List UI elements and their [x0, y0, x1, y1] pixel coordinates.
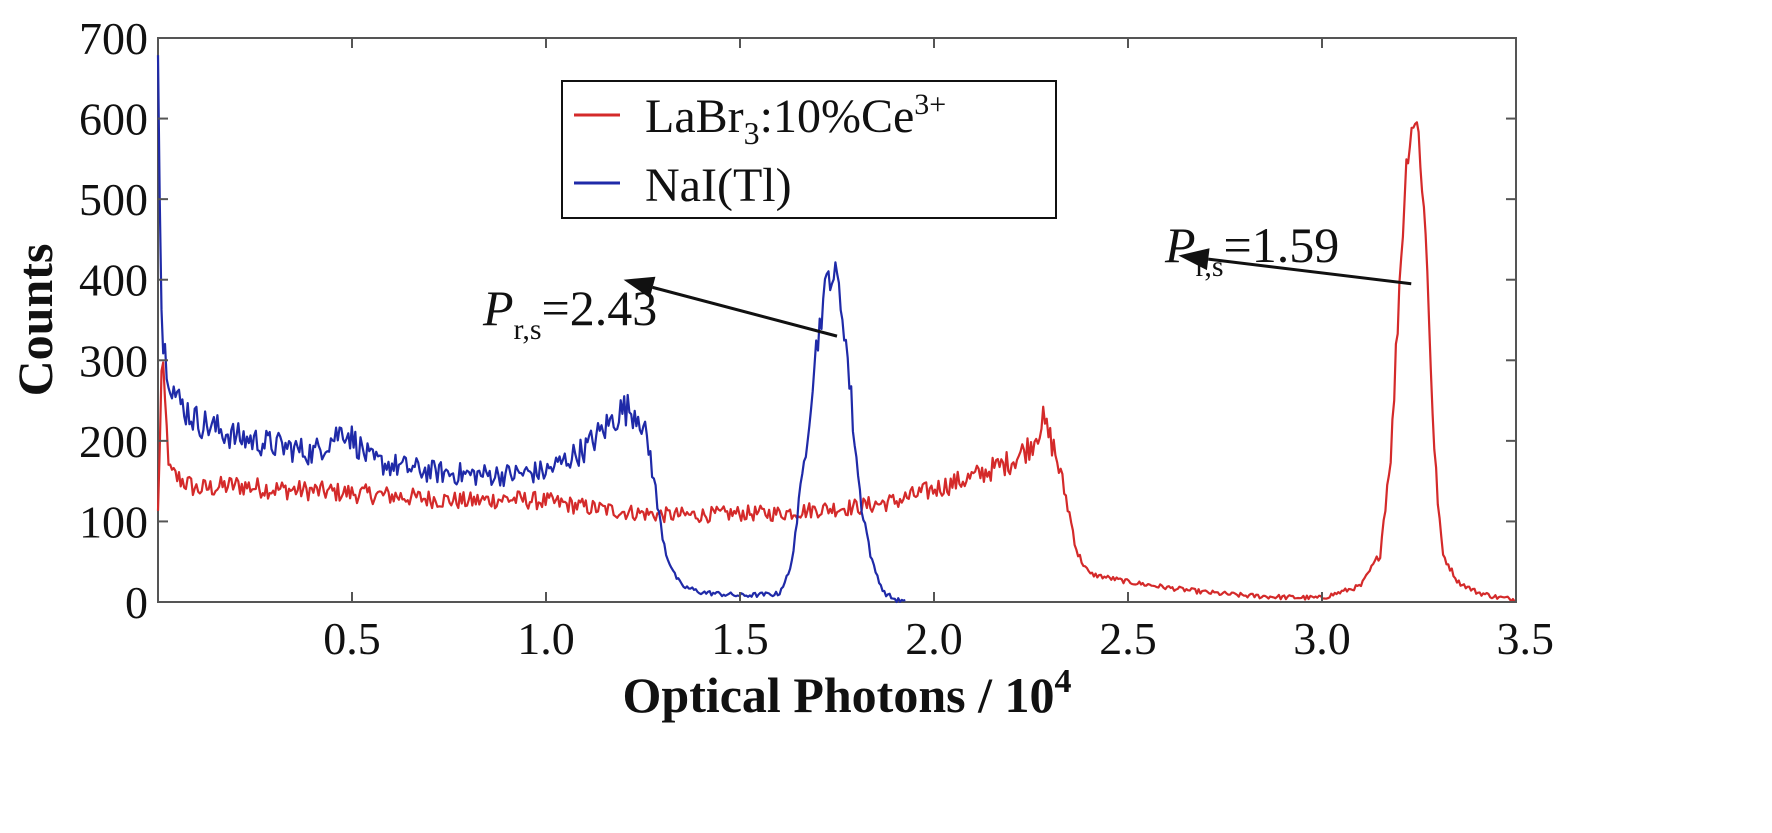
x-tick-label: 0.5 [323, 613, 381, 664]
legend-labr3-sup: 3+ [914, 88, 946, 121]
y-tick-label: 600 [79, 94, 148, 145]
y-tick-label: 100 [79, 496, 148, 547]
y-tick-label: 200 [79, 416, 148, 467]
y-tick-label: 400 [79, 255, 148, 306]
x-tick-label: 1.0 [517, 613, 575, 664]
x-tick-label: 1.5 [711, 613, 769, 664]
annotation-pr-nai-label: Pr,s=2.43 [482, 280, 657, 346]
series-layer [156, 55, 1516, 604]
legend-labr3-main: LaBr [645, 90, 744, 143]
annotation-arrow-head [1178, 248, 1210, 271]
plot-frame [157, 37, 1517, 603]
y-axis-title: Counts [7, 244, 63, 397]
x-tick-label: 3.5 [1497, 613, 1555, 664]
legend-label-nai: NaI(Tl) [645, 159, 792, 212]
x-tick-label: 2.0 [905, 613, 963, 664]
annotation-arrow-line [652, 285, 838, 338]
annotation-pr-labr3-symbol: P [1164, 217, 1196, 273]
legend-labr3-sub: 3 [744, 115, 760, 151]
annotation-pr-nai: Pr,s=2.43 [482, 280, 657, 346]
legend: LaBr3:10%Ce3+ NaI(Tl) [561, 80, 1057, 219]
series-line-labr3 [156, 121, 1516, 603]
legend-labr3-mid: :10%Ce [760, 90, 915, 143]
x-tick-label: 3.0 [1293, 613, 1351, 664]
legend-box [561, 80, 1057, 219]
y-tick-label: 0 [125, 577, 148, 628]
annotation-arrow-line [1208, 257, 1412, 286]
arrows-layer [623, 248, 1412, 338]
annotation-arrow-head [623, 276, 656, 299]
legend-label-labr3: LaBr3:10%Ce3+ [645, 88, 946, 151]
ticks-layer: 0 100 200 300 400 500 600 700 0.5 1.0 1.5 2.0 2.5 3.0… [79, 13, 1554, 664]
plot-area [157, 37, 1517, 603]
series-line-nai [156, 55, 906, 604]
annotation-pr-nai-symbol: P [482, 280, 514, 336]
y-tick-label: 700 [79, 13, 148, 64]
x-axis-title-main: Optical Photons / 10 [623, 667, 1055, 723]
x-axis-title: Optical Photons / 104 [623, 663, 1072, 723]
y-tick-label: 500 [79, 174, 148, 225]
x-axis-title-exponent: 4 [1054, 663, 1071, 700]
annotation-pr-nai-sub: r,s [514, 313, 542, 346]
y-tick-label: 300 [79, 335, 148, 386]
x-tick-label: 2.5 [1099, 613, 1157, 664]
